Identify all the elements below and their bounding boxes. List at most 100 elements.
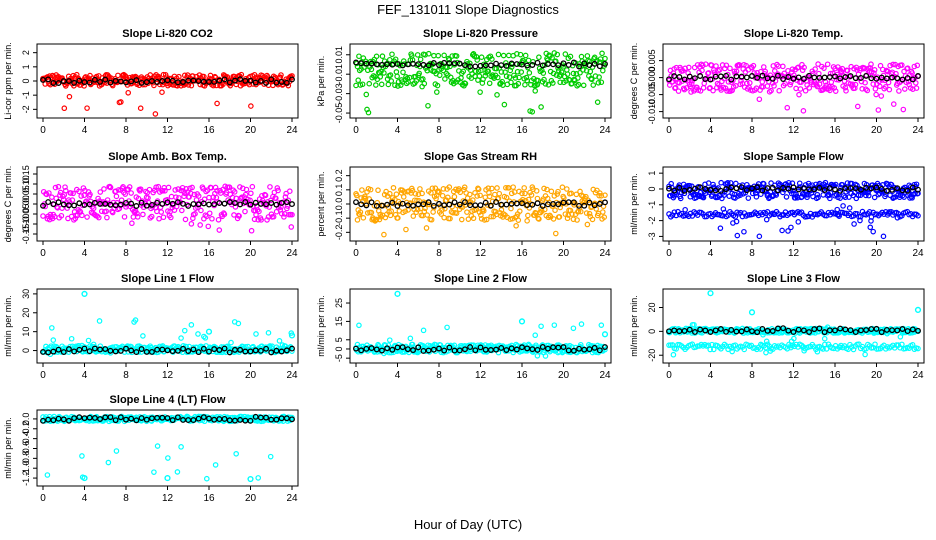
mean-point <box>138 346 145 353</box>
mean-point <box>738 184 745 191</box>
data-point <box>822 341 828 348</box>
data-point <box>524 218 530 224</box>
data-point <box>882 84 889 90</box>
data-point <box>868 214 875 220</box>
mean-point <box>410 347 417 354</box>
data-point <box>388 78 395 84</box>
data-point <box>130 214 137 220</box>
data-point <box>741 346 748 353</box>
data-point <box>675 88 682 94</box>
mean-point <box>206 348 212 355</box>
x-tick-label: 12 <box>788 370 800 381</box>
mean-point <box>102 346 109 352</box>
y-tick-label: 0.01 <box>334 46 344 64</box>
mean-point <box>76 200 83 207</box>
x-tick-label: 8 <box>123 493 129 504</box>
mean-point <box>477 202 484 209</box>
mean-point <box>482 199 489 206</box>
data-point <box>168 214 174 221</box>
data-point <box>787 81 793 88</box>
data-point <box>428 190 434 196</box>
y-tick-label: 0 <box>647 186 657 191</box>
data-point <box>558 69 565 75</box>
data-point <box>573 191 580 198</box>
data-point <box>723 62 730 69</box>
x-tick-label: 20 <box>558 125 570 136</box>
mean-point <box>289 345 295 352</box>
data-point <box>586 210 593 217</box>
chart-panel: Slope Li-820 Pressure kPa per min. 0 4 8 12 16… <box>316 28 612 136</box>
data-point <box>555 67 562 74</box>
mean-point <box>723 72 730 79</box>
y-tick-label: -2 <box>647 217 657 225</box>
chart-panel: Slope Li-820 Temp. degrees C per min. 0 4 8 1… <box>629 28 925 136</box>
mean-point <box>800 185 807 192</box>
data-point <box>870 81 876 87</box>
mean-point <box>702 327 709 334</box>
mean-point <box>45 349 52 356</box>
data-point <box>457 189 464 196</box>
mean-point <box>697 326 704 333</box>
data-point <box>495 51 502 58</box>
mean-point <box>373 346 380 353</box>
mean-point <box>190 346 197 353</box>
data-point <box>464 209 470 215</box>
data-point <box>356 53 362 60</box>
data-point <box>681 190 688 197</box>
x-tick-label: 8 <box>749 248 755 259</box>
mean-point <box>384 345 391 352</box>
data-point <box>467 60 473 67</box>
data-point <box>785 179 792 186</box>
x-tick-label: 20 <box>245 493 257 504</box>
data-point <box>368 66 375 73</box>
data-point <box>691 321 697 328</box>
data-point <box>460 68 467 75</box>
data-point <box>68 190 74 196</box>
chart-panel: Slope Line 1 Flow ml/min per min. 0 4 8 12 16 2… <box>3 273 299 381</box>
data-point <box>555 188 561 195</box>
x-tick-label: 12 <box>162 493 174 504</box>
x-tick-label: 20 <box>245 125 257 136</box>
data-point <box>221 211 228 218</box>
mean-point <box>915 73 921 79</box>
data-point <box>446 57 453 63</box>
x-tick-label: 24 <box>912 248 924 259</box>
data-point <box>156 215 162 222</box>
data-point <box>699 62 706 69</box>
data-point <box>552 230 559 237</box>
mean-point <box>123 345 129 352</box>
mean-point <box>65 346 72 353</box>
data-point <box>215 216 222 223</box>
mean-point <box>50 417 57 424</box>
mean-point <box>576 345 583 352</box>
data-point <box>188 82 195 89</box>
data-point <box>586 58 593 65</box>
mean-point <box>498 345 505 351</box>
data-point <box>821 335 828 342</box>
data-point <box>40 213 46 219</box>
data-point <box>179 207 185 214</box>
mean-point <box>738 73 745 80</box>
mean-point <box>231 200 238 206</box>
mean-point <box>883 187 890 194</box>
data-point <box>783 194 790 200</box>
mean-point <box>728 76 735 83</box>
mean-point <box>206 201 212 208</box>
mean-point <box>273 347 280 354</box>
mean-point <box>174 414 181 421</box>
data-point <box>151 469 157 475</box>
data-point <box>887 62 893 69</box>
mean-point <box>102 200 109 207</box>
data-point <box>799 67 806 74</box>
mean-point <box>117 201 124 208</box>
mean-point <box>790 184 797 191</box>
data-point <box>57 189 64 196</box>
data-point <box>103 208 109 215</box>
mean-point <box>873 184 880 191</box>
data-point <box>174 469 181 475</box>
mean-point <box>138 199 145 206</box>
mean-point <box>55 346 62 353</box>
data-point <box>192 211 198 217</box>
mean-point <box>795 326 802 333</box>
